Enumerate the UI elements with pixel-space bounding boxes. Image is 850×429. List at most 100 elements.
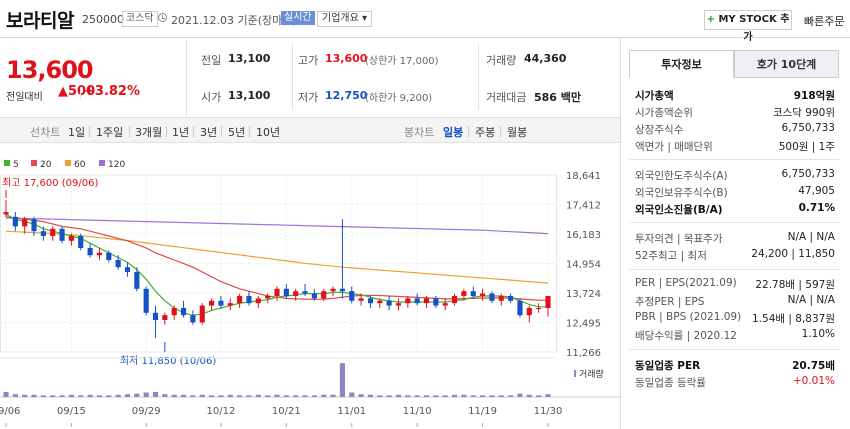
- candle-body: [293, 291, 299, 296]
- volume-bar: [255, 394, 261, 397]
- period-3m[interactable]: 3개월: [135, 126, 163, 139]
- candle-body: [180, 307, 187, 316]
- x-tick-label: 09/29: [132, 406, 161, 417]
- volume-bar: [395, 394, 402, 397]
- info-row-value: 6,750,733: [781, 122, 835, 134]
- volume-legend-swatch: [574, 370, 576, 377]
- volume-bar: [143, 392, 149, 397]
- candle-body: [536, 307, 542, 309]
- info-row: 동일업종 등락률 +0.01%: [635, 375, 835, 390]
- x-tick-label: 11/01: [337, 406, 366, 417]
- tab-investment-info[interactable]: 투자정보: [629, 50, 734, 78]
- volume-bar: [106, 395, 112, 397]
- candle-body: [162, 315, 168, 320]
- info-row: 시가총액순위 코스닥 990위: [635, 105, 835, 120]
- add-mystock-button[interactable]: + MY STOCK 추가: [704, 10, 792, 43]
- y-tick-label: 13,724: [566, 289, 601, 300]
- info-row: PBR | BPS (2021.09) 1.54배 | 8,837원: [635, 311, 835, 326]
- info-row: 투자의견 | 목표주가 N/A | N/A: [635, 231, 835, 246]
- x-tick-label: 10/21: [272, 406, 301, 417]
- period-3y[interactable]: 3년: [200, 126, 218, 139]
- period-5y[interactable]: 5년: [228, 126, 246, 139]
- legend-swatch: [65, 160, 71, 166]
- panel-divider: [629, 269, 839, 270]
- info-row: 액면가 | 매매단위 500원 | 1주: [635, 139, 835, 154]
- candle-body: [414, 298, 420, 304]
- divider: [221, 126, 222, 137]
- candle-body: [377, 300, 383, 304]
- volume-bar: [171, 394, 177, 397]
- candle-body: [218, 300, 224, 306]
- candle-body: [461, 291, 467, 296]
- stock-code: 250000: [82, 13, 124, 26]
- period-weekly[interactable]: 주봉: [475, 126, 496, 139]
- quick-order-link[interactable]: 빠른주문: [804, 15, 845, 28]
- period-monthly[interactable]: 월봉: [507, 126, 528, 139]
- high-label: 고가: [298, 54, 319, 67]
- info-row-label: 52주최고 | 최저: [635, 250, 707, 262]
- realtime-button[interactable]: 실시간: [281, 11, 315, 25]
- tab-order-book[interactable]: 호가 10단계: [734, 50, 839, 78]
- volume-bar: [12, 394, 18, 397]
- info-row: 추정PER | EPS N/A | N/A: [635, 294, 835, 309]
- info-row-value: +0.01%: [792, 375, 835, 387]
- info-row-value: 918억원: [793, 90, 835, 102]
- candle-body: [12, 216, 18, 227]
- open-value: 13,100: [228, 89, 271, 102]
- upper-limit: (상한가 17,000): [365, 56, 439, 67]
- info-row-label: 투자의견 | 목표주가: [635, 233, 723, 245]
- volume-bar: [68, 394, 74, 397]
- volume-bar: [358, 394, 364, 397]
- period-10y[interactable]: 10년: [256, 126, 281, 139]
- volume-bar: [246, 395, 252, 397]
- candle-body: [87, 247, 93, 256]
- volume-bar: [321, 394, 327, 397]
- candle-body: [255, 298, 261, 304]
- divider: [193, 126, 194, 137]
- candle-body: [115, 259, 121, 268]
- legend-label: 60: [74, 160, 86, 170]
- volume-bar: [199, 394, 205, 397]
- candle-body: [517, 300, 523, 316]
- volume-bar: [218, 395, 224, 397]
- y-tick-label: 11,266: [566, 348, 601, 359]
- volume-bar: [31, 394, 37, 397]
- period-1w[interactable]: 1주일: [96, 126, 124, 139]
- legend-label: 120: [108, 160, 125, 170]
- info-row-value: 47,905: [798, 185, 835, 197]
- volume-bar: [78, 395, 84, 397]
- period-daily[interactable]: 일봉: [443, 126, 464, 139]
- candle-body: [302, 291, 308, 294]
- volume-bar: [433, 395, 439, 397]
- volume-bar: [274, 394, 280, 397]
- amount-value: 586 백만: [534, 91, 582, 104]
- candle-body: [526, 307, 532, 316]
- info-row-label: 배당수익률 | 2020.12: [635, 330, 737, 342]
- company-info-dropdown[interactable]: 기업개요 ▾: [317, 11, 372, 27]
- info-row-label: 외국인소진율(B/A): [635, 204, 723, 216]
- volume-bar: [545, 394, 551, 397]
- ma-60-line: [5, 230, 549, 284]
- volume-value: 44,360: [524, 52, 567, 65]
- info-row-value: 1.10%: [801, 328, 835, 340]
- volume-bar: [349, 392, 355, 397]
- info-row: 외국인소진율(B/A) 0.71%: [635, 202, 835, 217]
- info-row-label: PBR | BPS (2021.09): [635, 311, 742, 323]
- panel-divider: [629, 222, 839, 223]
- candle-chart-label: 봉차트: [404, 126, 435, 139]
- candle-body: [508, 295, 514, 301]
- volume-bar: [414, 395, 420, 397]
- prev-close-value: 13,100: [228, 52, 271, 65]
- period-1d[interactable]: 1일: [68, 126, 86, 139]
- volume-bar: [508, 395, 514, 397]
- divider: [249, 126, 250, 137]
- candle-body: [330, 288, 336, 292]
- volume-bar: [405, 395, 411, 397]
- x-tick-label: 11/10: [403, 406, 432, 417]
- volume-bar: [423, 395, 430, 397]
- period-1y[interactable]: 1년: [172, 126, 190, 139]
- volume-bar: [87, 394, 93, 397]
- info-row-label: 외국인한도주식수(A): [635, 170, 728, 182]
- volume-bar: [461, 394, 467, 397]
- divider: [89, 126, 90, 137]
